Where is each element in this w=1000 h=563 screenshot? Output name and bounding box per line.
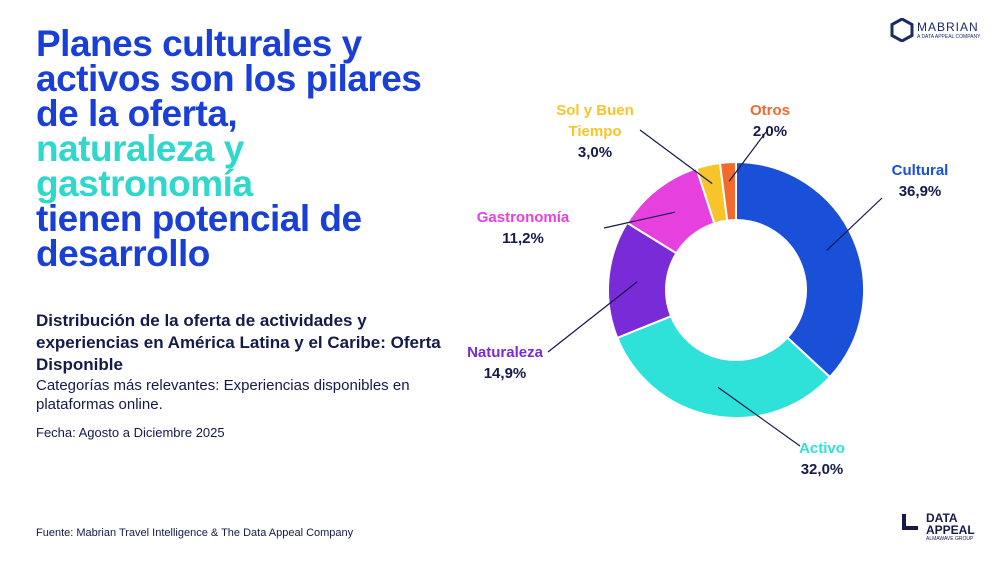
category-label: Activo	[799, 440, 845, 457]
logo-icon	[890, 18, 914, 42]
slice-label: Gastronomía 11,2%	[458, 207, 588, 249]
slice-label: Otros 2,0%	[705, 100, 835, 142]
source: Fuente: Mabrian Travel Intelligence & Th…	[36, 527, 354, 539]
category-label: Gastronomía	[476, 209, 570, 226]
slice-label: Activo 32,0%	[757, 438, 887, 480]
value-label: 3,0%	[577, 144, 613, 161]
slice-label: Cultural 36,9%	[855, 160, 985, 202]
leader-line	[728, 131, 767, 182]
leader-line	[547, 281, 638, 353]
category-label: Naturaleza	[467, 344, 543, 361]
category-label: Otros	[749, 102, 790, 119]
leader-line	[826, 197, 883, 251]
title-part: tienen potencial de desarrollo	[36, 198, 362, 274]
logo-icon	[902, 514, 918, 530]
leader-line	[717, 386, 801, 447]
category-label: Cultural	[891, 162, 949, 179]
title-part: naturaleza y gastronomía	[36, 128, 253, 204]
leader-line	[639, 129, 713, 185]
logo-text: DATA APPEAL	[926, 511, 975, 537]
description: Categorías más relevantes: Experiencias …	[36, 377, 410, 413]
value-label: 32,0%	[800, 461, 844, 478]
value-label: 36,9%	[898, 183, 942, 200]
logo-tag: A DATA APPEAL COMPANY	[917, 34, 981, 40]
slice-label: Naturaleza 14,9%	[440, 342, 570, 384]
title: Planes culturales y activos son los pila…	[36, 23, 436, 274]
subtitle: Distribución de la oferta de actividades…	[36, 311, 441, 374]
slice	[615, 314, 832, 419]
value-label: 11,2%	[502, 230, 544, 247]
category-label: Sol y Buen Tiempo	[556, 102, 634, 140]
leader-line	[603, 211, 675, 229]
slice-label: Sol y Buen Tiempo 3,0%	[530, 100, 660, 163]
date: Fecha: Agosto a Diciembre 2025	[36, 425, 225, 440]
value-label: 14,9%	[483, 365, 527, 382]
logo-tag: ALMAWAVE GROUP	[926, 536, 974, 542]
value-label: 2,0%	[752, 123, 788, 140]
title-part: Planes culturales y activos son los pila…	[36, 23, 422, 134]
slice	[735, 160, 865, 379]
logo-text: MABRIAN	[917, 20, 979, 34]
